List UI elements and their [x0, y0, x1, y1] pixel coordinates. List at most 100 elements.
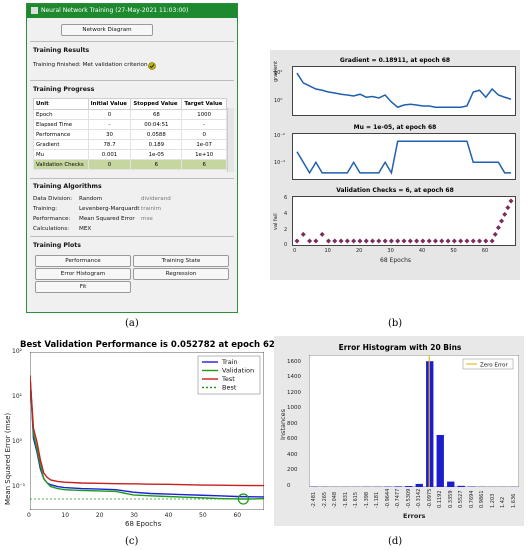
- histogram-title: Error Histogram with 20 Bins: [338, 343, 462, 352]
- table-cell: 6: [181, 159, 227, 170]
- histogram-xtick: -2.048: [332, 491, 339, 508]
- histogram-bar: [447, 481, 455, 487]
- mu-tick-bottom: 10⁻⁴: [274, 160, 286, 166]
- table-cell: 0.189: [130, 139, 183, 150]
- regression-plot-button[interactable]: Regression: [133, 268, 229, 280]
- legend-entry: Zero Error: [480, 363, 509, 369]
- histogram-ytick: 0: [287, 483, 291, 489]
- histogram-ytick: 1000: [287, 405, 301, 412]
- table-header: Unit: [33, 98, 89, 110]
- divider: [30, 178, 234, 179]
- val-check-marker: [332, 238, 338, 244]
- val-check-marker: [492, 231, 498, 237]
- matlab-app-icon: [31, 7, 38, 14]
- histogram-bar: [436, 434, 444, 487]
- fit-plot-button[interactable]: Fit: [35, 281, 131, 293]
- val-check-marker: [325, 238, 331, 244]
- histogram-xtick: 1.42: [500, 496, 507, 508]
- training-state-plot-button[interactable]: Training State: [133, 255, 229, 267]
- val-checks-plot: [292, 196, 516, 246]
- val-check-marker: [382, 238, 388, 244]
- histogram-ytick: 200: [287, 467, 298, 474]
- val-check-marker: [313, 238, 319, 244]
- training-state-figure: Gradient = 0.18911, at epoch 68 10² 10⁰ …: [270, 50, 520, 280]
- histogram-xtick: -2.265: [321, 491, 328, 508]
- network-diagram-button[interactable]: Network Diagram: [61, 24, 153, 36]
- algorithm-label: Performance:: [33, 216, 71, 222]
- algorithm-value: Levenberg-Marquardt: [79, 206, 140, 212]
- val-check-marker: [414, 238, 420, 244]
- algorithm-value: MEX: [79, 226, 92, 232]
- val-ytick: 2: [284, 227, 288, 233]
- histogram-xtick: 0.1192: [437, 490, 444, 509]
- val-check-marker: [508, 198, 514, 204]
- table-row[interactable]: Epoch 0 68 1000: [33, 109, 227, 120]
- val-check-marker: [300, 231, 306, 237]
- val-check-marker: [470, 238, 476, 244]
- table-cell: -: [181, 119, 227, 130]
- val-check-marker: [351, 238, 357, 244]
- table-cell: 1e-05: [130, 149, 183, 160]
- table-header: Target Value: [181, 98, 227, 110]
- training-progress-title: Training Progress: [33, 86, 95, 93]
- val-ylabel: val fail: [273, 213, 279, 230]
- val-check-marker: [483, 238, 489, 244]
- error-histogram-plot-button[interactable]: Error Histogram: [35, 268, 131, 280]
- table-row[interactable]: Elapsed Time -00:04:51-: [33, 119, 227, 130]
- table-cell: 0: [87, 109, 132, 120]
- algorithm-value: Random: [79, 196, 103, 202]
- algorithm-function: mse: [141, 216, 153, 222]
- performance-ytick: 10⁻¹: [12, 482, 26, 490]
- performance-xtick: 30: [130, 512, 138, 519]
- val-xtick: 20: [355, 248, 363, 254]
- val-check-marker: [420, 238, 426, 244]
- histogram-xtick: -1.615: [353, 491, 360, 508]
- performance-ytick: 10²: [12, 348, 23, 355]
- table-cell: 30: [87, 129, 132, 140]
- table-cell: Performance: [33, 129, 89, 140]
- mu-plot-title: Mu = 1e-05, at epoch 68: [353, 124, 437, 131]
- performance-xtick: 20: [95, 512, 104, 519]
- performance-ylabel: Mean Squared Error (mse): [4, 412, 12, 505]
- val-check-marker: [458, 238, 464, 244]
- performance-xtick: 10: [61, 512, 70, 519]
- plot-frame: [309, 355, 519, 487]
- table-cell: 00:04:51: [130, 119, 183, 130]
- table-row[interactable]: Validation Checks 0 6 6: [33, 159, 227, 170]
- series-line-test: [30, 375, 264, 487]
- histogram-bar: [415, 483, 423, 487]
- divider: [30, 41, 234, 42]
- table-cell: 0: [181, 129, 227, 140]
- table-cell: Gradient: [33, 139, 89, 150]
- window-titlebar: Neural Network Training (27-May-2021 11:…: [27, 4, 237, 18]
- histogram-xtick: 0.7694: [468, 490, 475, 509]
- table-scrollbar[interactable]: [227, 108, 234, 172]
- val-check-marker: [426, 238, 432, 244]
- table-row[interactable]: Mu 0.001 1e-05 1e+10: [33, 149, 227, 160]
- training-finished-text: Training finished: Met validation criter…: [33, 62, 148, 68]
- caption-a: (a): [125, 318, 139, 329]
- gradient-plot-title: Gradient = 0.18911, at epoch 68: [339, 57, 451, 64]
- table-header: Initial Value: [87, 98, 132, 110]
- val-ytick: 4: [284, 211, 288, 217]
- val-plot-title: Validation Checks = 6, at epoch 68: [336, 187, 454, 194]
- gradient-plot: [292, 66, 516, 116]
- histogram-xtick: 0.9861: [479, 490, 486, 509]
- table-row[interactable]: Performance 30 0.0588 0: [33, 129, 227, 140]
- performance-plot-button[interactable]: Performance: [35, 255, 131, 267]
- performance-ytick: 10¹: [12, 392, 23, 400]
- table-cell: Epoch: [33, 109, 89, 120]
- val-xtick: 0: [293, 248, 297, 254]
- val-xtick: 30: [387, 248, 394, 254]
- performance-xlabel: 68 Epochs: [125, 520, 162, 528]
- table-row[interactable]: Gradient 78.7 0.189 1e-07: [33, 139, 227, 150]
- table-cell: 6: [130, 159, 183, 170]
- val-check-marker: [388, 238, 394, 244]
- val-check-marker: [495, 225, 501, 231]
- algorithm-value: Mean Squared Error: [79, 216, 135, 222]
- val-check-marker: [464, 238, 470, 244]
- algorithm-label: Training:: [33, 206, 57, 212]
- val-check-marker: [344, 238, 350, 244]
- table-cell: 1000: [181, 109, 227, 120]
- check-icon: [148, 62, 156, 70]
